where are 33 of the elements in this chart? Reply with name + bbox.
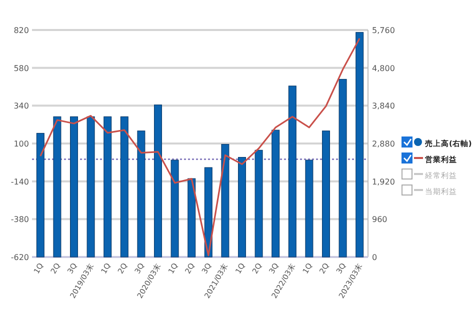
bar: [288, 86, 296, 258]
bar: [356, 32, 364, 258]
bar: [104, 116, 112, 258]
y2-tick-label: 1,920: [372, 177, 395, 186]
bar: [154, 104, 162, 258]
bar: [254, 150, 263, 258]
bar: [221, 144, 230, 258]
y2-tick-label: 2,880: [372, 140, 395, 148]
bar: [322, 130, 330, 258]
bar: [338, 78, 347, 258]
y-tick-label: -380: [10, 215, 29, 224]
y-tick-label: 100: [14, 140, 29, 148]
bar: [170, 160, 179, 258]
y2-tick-label: 4,800: [372, 64, 395, 73]
bar: [188, 178, 196, 258]
y2-tick-label: 3,840: [372, 102, 395, 111]
bar: [53, 116, 62, 258]
bar: [137, 130, 146, 258]
y-tick-label: 580: [14, 64, 29, 73]
bar: [70, 116, 78, 258]
y2-tick-label: 0: [372, 253, 378, 262]
bar: [238, 156, 246, 258]
y2-tick-label: 5,760: [372, 26, 395, 35]
y-tick-label: -620: [10, 253, 29, 262]
bar: [36, 132, 44, 258]
y-tick-label: 820: [14, 26, 29, 35]
bar: [305, 160, 314, 258]
bar: [86, 116, 95, 258]
y2-tick-label: 960: [372, 215, 388, 224]
bar: [272, 130, 280, 258]
y-tick-label: 340: [14, 102, 29, 111]
y-tick-label: -140: [10, 177, 29, 186]
bar: [120, 116, 128, 258]
